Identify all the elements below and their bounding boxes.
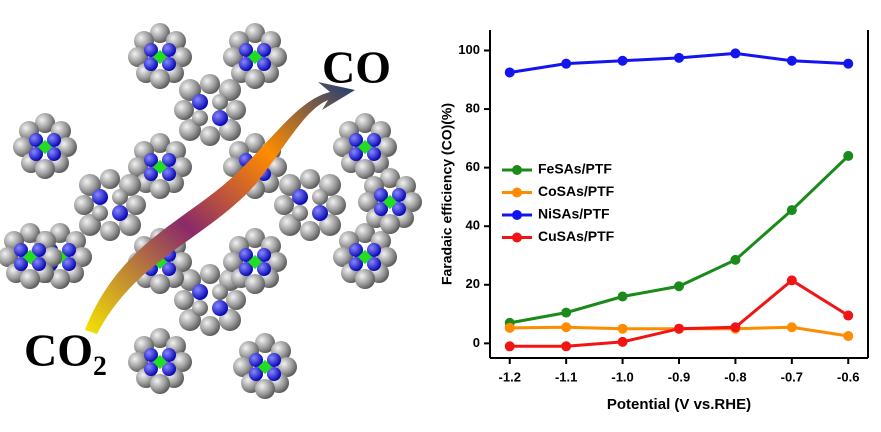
legend-marker — [512, 188, 522, 198]
legend-label: CoSAs/PTF — [538, 183, 615, 199]
y-tick-label: 80 — [466, 101, 480, 116]
y-tick-label: 100 — [458, 42, 480, 57]
data-point — [561, 341, 571, 351]
reactant-label: CO₂ — [24, 325, 107, 376]
data-point — [787, 275, 797, 285]
molecule-illustration: CO CO₂ — [0, 23, 422, 399]
legend-marker — [512, 210, 522, 220]
data-point — [618, 337, 628, 347]
data-point — [674, 53, 684, 63]
data-point — [618, 292, 628, 302]
data-point — [618, 56, 628, 66]
data-point — [787, 205, 797, 215]
data-point — [730, 48, 740, 58]
product-label: CO — [322, 42, 391, 93]
data-point — [674, 281, 684, 291]
data-point — [505, 341, 515, 351]
data-point — [787, 56, 797, 66]
data-point — [730, 322, 740, 332]
data-point — [843, 59, 853, 69]
data-point — [561, 308, 571, 318]
x-tick-label: -1.2 — [499, 369, 521, 384]
y-axis-label: Faradaic efficiency (CO)(%) — [439, 103, 455, 285]
x-tick-label: -1.0 — [611, 369, 633, 384]
legend-marker — [512, 233, 522, 243]
data-point — [843, 331, 853, 341]
data-point — [843, 151, 853, 161]
data-point — [787, 322, 797, 332]
x-tick-label: -0.7 — [781, 369, 803, 384]
legend-label: NiSAs/PTF — [538, 206, 610, 222]
data-point — [730, 255, 740, 265]
data-point — [561, 59, 571, 69]
data-point — [618, 324, 628, 334]
data-point — [505, 67, 515, 77]
line-chart: Faradaic efficiency (CO)(%) Potential (V… — [439, 30, 868, 413]
figure: CO CO₂ Faradaic efficiency (CO)(%) Poten… — [0, 0, 881, 427]
data-point — [843, 311, 853, 321]
y-tick-label: 0 — [473, 335, 480, 350]
y-tick-label: 40 — [466, 218, 480, 233]
x-tick-label: -0.8 — [724, 369, 746, 384]
legend-label: FeSAs/PTF — [538, 161, 612, 177]
x-axis-label: Potential (V vs.RHE) — [607, 396, 751, 413]
y-tick-label: 60 — [466, 159, 480, 174]
legend-marker — [512, 165, 522, 175]
x-tick-label: -0.9 — [668, 369, 690, 384]
legend-label: CuSAs/PTF — [538, 228, 615, 244]
data-point — [505, 323, 515, 333]
x-tick-label: -0.6 — [837, 369, 859, 384]
data-point — [674, 324, 684, 334]
x-tick-label: -1.1 — [555, 369, 577, 384]
y-tick-label: 20 — [466, 276, 480, 291]
data-point — [561, 322, 571, 332]
